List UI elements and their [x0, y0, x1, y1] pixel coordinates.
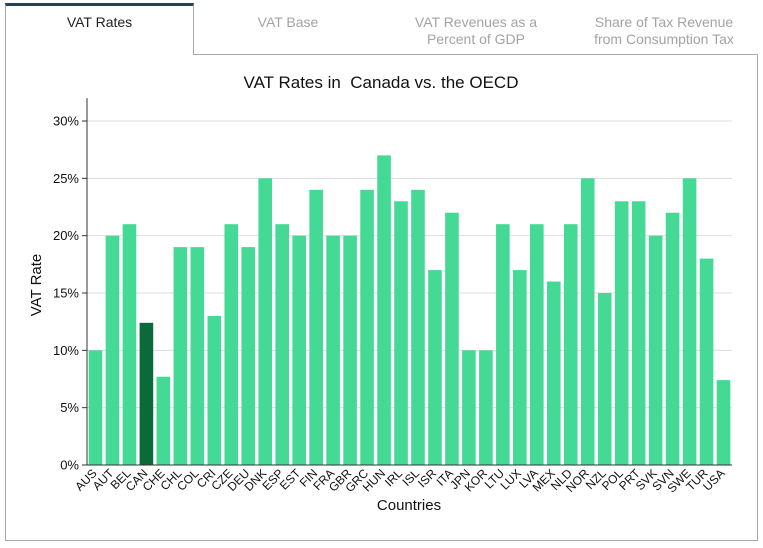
y-tick-label: 15% [53, 286, 79, 301]
bar-svk[interactable] [648, 235, 663, 465]
bar-pol[interactable] [614, 201, 629, 465]
bar-gbr[interactable] [343, 235, 357, 465]
bar-chl[interactable] [173, 247, 188, 465]
bar-usa[interactable] [716, 380, 731, 465]
bar-hun[interactable] [377, 155, 391, 465]
bar-bel[interactable] [122, 224, 137, 465]
bar-cze[interactable] [224, 224, 239, 465]
bar-nld[interactable] [563, 224, 578, 465]
bar-prt[interactable] [631, 201, 646, 465]
bar-kor[interactable] [479, 350, 493, 465]
y-tick-label: 30% [53, 114, 79, 129]
bar-isr[interactable] [428, 270, 442, 465]
tab-label: VAT Base [257, 14, 319, 30]
bar-ita[interactable] [445, 212, 459, 465]
bar-irl[interactable] [394, 201, 408, 465]
bars [88, 155, 731, 466]
bar-jpn[interactable] [462, 350, 476, 465]
tab-label-line-1: VAT Revenues as a [414, 14, 538, 30]
bar-cri[interactable] [207, 315, 222, 465]
bar-fra[interactable] [326, 235, 340, 465]
tab-vat-base[interactable]: VAT Base [194, 3, 382, 55]
bar-lva[interactable] [530, 224, 544, 465]
y-tick-label: 25% [53, 171, 79, 186]
tab-consumption-tax-share[interactable]: Share of Tax Revenue from Consumption Ta… [570, 3, 758, 55]
tab-label-line-2: Percent of GDP [426, 31, 526, 47]
tab-label: VAT Rates [66, 14, 133, 30]
bar-grc[interactable] [360, 189, 374, 466]
y-tick-label: 10% [53, 343, 79, 358]
bar-svn[interactable] [665, 212, 680, 465]
tab-vat-revenues-gdp[interactable]: VAT Revenues as a Percent of GDP [382, 3, 570, 55]
y-tick-label: 20% [53, 228, 79, 243]
tab-label-line-2: from Consumption Tax [594, 31, 734, 47]
bar-est[interactable] [292, 235, 306, 465]
bar-col[interactable] [190, 247, 205, 465]
y-tick-label: 5% [60, 400, 79, 415]
bar-isl[interactable] [411, 189, 425, 466]
bar-ltu[interactable] [496, 224, 510, 465]
bar-aus[interactable] [88, 350, 103, 465]
tab-vat-rates[interactable]: VAT Rates [5, 3, 194, 55]
x-axis-label: Countries [377, 497, 441, 514]
bar-dnk[interactable] [258, 178, 273, 466]
bar-fin[interactable] [309, 189, 323, 466]
bar-lux[interactable] [513, 270, 527, 465]
bar-deu[interactable] [241, 247, 256, 465]
tab-bar: VAT Rates VAT Base VAT Revenues as a Per… [5, 3, 758, 55]
tab-label-line-1: Share of Tax Revenue [594, 14, 734, 30]
axes: 0% 5% 10% 15% 20% 25% 30% [53, 98, 732, 473]
bar-can[interactable] [139, 322, 154, 465]
bar-esp[interactable] [275, 224, 289, 465]
bar-aut[interactable] [105, 235, 120, 465]
y-axis-label: VAT Rate [28, 254, 45, 317]
bar-mex[interactable] [546, 281, 561, 465]
bar-tur[interactable] [699, 258, 714, 465]
chart-title: VAT Rates in Canada vs. the OECD [244, 73, 519, 92]
bar-nzl[interactable] [597, 293, 612, 465]
bar-che[interactable] [156, 376, 171, 465]
chart-panel [5, 55, 758, 541]
x-tick-labels: AUSAUTBELCANCHECHLCOLCRICZEDEUDNKESPESTF… [72, 466, 727, 496]
y-tick-label: 0% [60, 458, 79, 473]
bar-nor[interactable] [580, 178, 595, 466]
bar-swe[interactable] [682, 178, 697, 466]
